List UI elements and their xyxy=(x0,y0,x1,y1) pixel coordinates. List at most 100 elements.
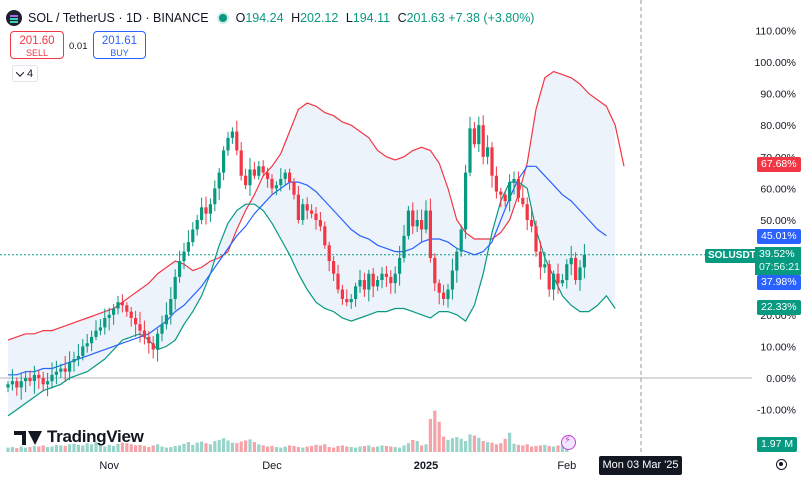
volume-bar xyxy=(6,447,10,452)
candle-body xyxy=(90,336,94,344)
buy-button[interactable]: 201.61 BUY xyxy=(93,31,146,59)
close-label: C xyxy=(397,11,407,25)
volume-bar xyxy=(477,437,481,452)
time-axis[interactable]: Nov Dec 2025 Feb xyxy=(99,460,576,472)
sell-button[interactable]: 201.60 SELL xyxy=(10,31,64,59)
settings-gear-icon[interactable] xyxy=(776,459,787,470)
volume-bar xyxy=(235,443,239,452)
volume-bar xyxy=(288,445,292,452)
volume-bar xyxy=(103,446,107,452)
volume-bar xyxy=(266,446,270,452)
last-price-tag: 39.52% 07:56:21 xyxy=(755,247,801,275)
candle-body xyxy=(310,210,314,214)
symbol-title[interactable]: SOL / TetherUS · 1D · BINANCE xyxy=(28,11,209,25)
candle-body xyxy=(468,128,472,173)
tradingview-logo[interactable]: TradingView xyxy=(14,427,144,447)
volume-bar xyxy=(50,446,54,452)
volume-bar xyxy=(222,438,226,452)
market-open-dot-icon xyxy=(218,14,227,22)
candle-body xyxy=(248,169,252,186)
volume-bar xyxy=(63,445,67,452)
volume-bar xyxy=(393,447,397,452)
volume-tag: 1.97 M xyxy=(757,437,798,452)
candle-body xyxy=(547,264,551,290)
volume-bar xyxy=(301,447,305,452)
volume-bar xyxy=(340,445,344,452)
candle-body xyxy=(213,188,217,205)
volume-bar xyxy=(455,437,459,452)
upper-band-tag: 67.68% xyxy=(757,157,801,172)
candle-body xyxy=(266,172,270,179)
bar-countdown: 07:56:21 xyxy=(759,261,800,273)
candle-body xyxy=(270,178,274,189)
candle-body xyxy=(424,210,428,230)
candle-body xyxy=(349,299,353,303)
candle-body xyxy=(314,213,318,220)
candle-body xyxy=(116,302,120,309)
volume-bar xyxy=(217,439,221,452)
chevron-down-icon xyxy=(15,67,25,77)
candle-body xyxy=(217,172,221,189)
candle-body xyxy=(415,220,419,227)
volume-bar xyxy=(525,444,529,452)
volume-bar xyxy=(472,435,476,452)
volume-bar xyxy=(208,444,212,452)
volume-bar xyxy=(323,444,327,452)
volume-bar xyxy=(204,443,208,452)
candle-body xyxy=(543,264,547,268)
candle-body xyxy=(46,381,50,385)
volume-bar xyxy=(81,445,85,452)
candle-body xyxy=(380,273,384,281)
candle-body xyxy=(552,273,556,290)
indicators-toggle[interactable]: 4 xyxy=(12,65,38,82)
candle-body xyxy=(446,289,450,299)
ma-tag: 37.98% xyxy=(757,275,801,290)
volume-bar xyxy=(521,445,525,452)
candle-body xyxy=(499,191,503,195)
volume-bar xyxy=(72,443,76,452)
candle-body xyxy=(230,131,234,138)
candle-body xyxy=(318,220,322,227)
candle-body xyxy=(393,273,397,284)
candle-body xyxy=(345,299,349,303)
candle-body xyxy=(560,280,564,284)
volume-bar xyxy=(358,446,362,452)
candle-body xyxy=(134,317,138,325)
candle-body xyxy=(433,257,437,284)
candle-body xyxy=(503,194,507,202)
candle-body xyxy=(332,261,336,274)
candle-body xyxy=(6,384,10,388)
candle-body xyxy=(301,204,305,220)
candle-body xyxy=(24,378,28,382)
y-tick-label: 90.00% xyxy=(760,89,796,101)
lightning-icon[interactable] xyxy=(561,435,576,450)
low-label: L xyxy=(345,11,353,25)
volume-bar xyxy=(336,445,340,452)
volume-bar xyxy=(512,443,516,452)
volume-bar xyxy=(283,446,287,452)
volume-bars xyxy=(6,410,569,452)
volume-bar xyxy=(376,446,380,452)
candle-body xyxy=(582,254,586,268)
volume-bar xyxy=(494,444,498,452)
volume-bar xyxy=(490,442,494,452)
candle-body xyxy=(512,178,516,183)
buy-label: BUY xyxy=(110,48,129,58)
y-tick-label: 80.00% xyxy=(760,120,796,132)
volume-bar xyxy=(151,445,155,452)
candle-body xyxy=(521,197,525,205)
volume-bar xyxy=(433,410,437,452)
price-axis[interactable]: 110.00%100.00%90.00%80.00%70.00%60.00%50… xyxy=(755,25,796,416)
open-label: O xyxy=(235,11,246,25)
volume-bar xyxy=(15,448,19,452)
tradingview-logo-icon xyxy=(14,429,42,445)
candle-body xyxy=(274,185,278,189)
buy-price: 201.61 xyxy=(101,35,138,47)
volume-bar xyxy=(367,445,371,452)
candle-body xyxy=(481,125,485,157)
candle-body xyxy=(442,292,446,299)
chart-legend-header: SOL / TetherUS · 1D · BINANCE O194.24 H2… xyxy=(6,9,538,27)
candle-body xyxy=(239,150,243,176)
volume-bar xyxy=(116,443,120,452)
